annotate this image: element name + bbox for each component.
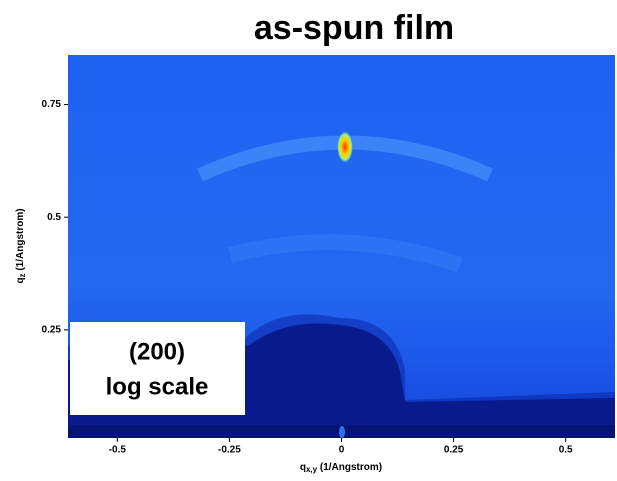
annotation-box bbox=[70, 322, 245, 415]
chart: as-spun film (200) log scale qx,y (1/Ang… bbox=[0, 0, 617, 481]
x-tick-label: -0.25 bbox=[218, 445, 241, 456]
annotation: (200) bbox=[129, 338, 185, 365]
x-axis-label-sub: x,y bbox=[306, 465, 318, 474]
y-axis-label: qz (1/Angstrom) bbox=[15, 208, 27, 283]
x-tick-label: -0.5 bbox=[109, 445, 127, 456]
x-tick-label: 0 bbox=[339, 445, 345, 456]
y-tick-label: 0.25 bbox=[42, 324, 62, 335]
annotation: log scale bbox=[106, 373, 209, 400]
x-tick-label: 0.25 bbox=[444, 445, 464, 456]
y-tick-label: 0.75 bbox=[42, 99, 62, 110]
x-axis-label-rest: (1/Angstrom) bbox=[317, 462, 382, 473]
y-tick-label: 0.5 bbox=[47, 212, 61, 223]
chart-title: as-spun film bbox=[254, 9, 454, 47]
y-axis-label-rest: (1/Angstrom) bbox=[15, 208, 26, 273]
x-axis-label: qx,y (1/Angstrom) bbox=[300, 462, 382, 474]
x-tick-label: 0.5 bbox=[559, 445, 573, 456]
